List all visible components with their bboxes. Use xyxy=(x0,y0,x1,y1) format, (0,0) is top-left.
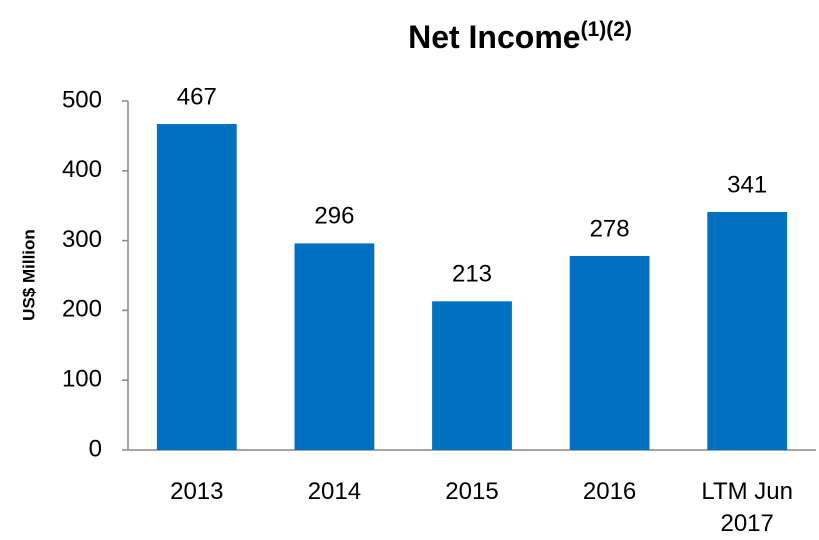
data-label: 467 xyxy=(177,83,217,110)
data-label: 213 xyxy=(452,261,492,288)
bar xyxy=(294,243,375,450)
y-tick-label: 500 xyxy=(62,86,102,113)
data-label: 341 xyxy=(727,171,767,198)
x-tick-label: 2016 xyxy=(582,478,637,505)
title-text: Net Income xyxy=(408,19,580,55)
x-tick-label: LTM Jun 2017 xyxy=(701,478,793,537)
bar xyxy=(569,255,650,450)
y-tick-label: 0 xyxy=(89,435,102,462)
y-tick-label: 300 xyxy=(62,226,102,253)
data-label: 296 xyxy=(314,203,354,230)
x-tick-label: 2014 xyxy=(307,478,362,505)
data-label: 278 xyxy=(590,215,630,242)
x-tick-label: 2015 xyxy=(445,478,499,505)
bar xyxy=(707,211,788,450)
chart-title: Net Income(1)(2) xyxy=(408,18,632,56)
y-tick-label: 100 xyxy=(62,366,102,393)
x-tick-label: 2013 xyxy=(170,478,224,505)
y-axis-label: US$ Million xyxy=(19,229,38,321)
bar xyxy=(156,124,237,450)
y-tick-label: 400 xyxy=(62,156,102,183)
bar xyxy=(432,301,512,450)
title-notes: (1)(2) xyxy=(581,18,632,41)
y-tick-label: 200 xyxy=(62,296,102,323)
